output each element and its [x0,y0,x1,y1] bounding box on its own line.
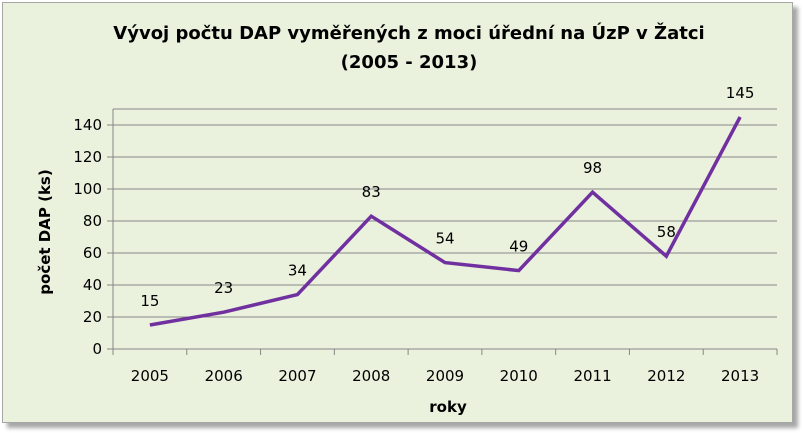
y-tick-label: 140 [73,116,102,134]
series [149,116,742,327]
y-tick-label: 100 [73,180,102,198]
y-tick-label: 20 [83,308,102,326]
data-label: 58 [657,223,676,241]
x-tick-label: 2013 [721,367,759,385]
y-tick-label: 80 [83,212,102,230]
x-tick-label: 2007 [278,367,316,385]
y-tick-labels: 0 20 40 60 80 100 120 140 [73,116,102,358]
x-axis-title: roky [429,398,467,416]
x-tick-label: 2009 [426,367,464,385]
chart-frame: Vývoj počtu DAP vyměřených z moci úřední… [2,2,793,423]
data-label: 49 [509,238,528,256]
y-tick-label: 40 [83,276,102,294]
data-label: 98 [583,159,602,177]
line-chart: Vývoj počtu DAP vyměřených z moci úřední… [36,22,778,416]
chart-title-line2: (2005 - 2013) [341,52,478,73]
y-tick-label: 120 [73,148,102,166]
y-axis-title: počet DAP (ks) [36,169,54,294]
x-tick-labels: 2005 2006 2007 2008 2009 2010 2011 2012 2013 [131,367,759,385]
x-tick-label: 2011 [573,367,611,385]
data-label: 15 [140,292,159,310]
data-labels: 15 23 34 83 54 49 98 58 145 [140,84,754,310]
x-tick-label: 2012 [647,367,685,385]
y-tick-label: 60 [83,244,102,262]
x-tick-label: 2006 [205,367,243,385]
data-label: 23 [214,279,233,297]
data-label: 83 [362,183,381,201]
gridlines [113,108,777,318]
data-label: 34 [288,262,307,280]
y-tick-label: 0 [92,340,102,358]
data-label: 54 [435,230,454,248]
x-tick-label: 2010 [500,367,538,385]
x-tick-label: 2005 [131,367,169,385]
chart-title-line1: Vývoj počtu DAP vyměřených z moci úřední… [113,22,704,44]
axes [107,109,778,355]
x-tick-label: 2008 [352,367,390,385]
data-label: 145 [726,84,755,102]
